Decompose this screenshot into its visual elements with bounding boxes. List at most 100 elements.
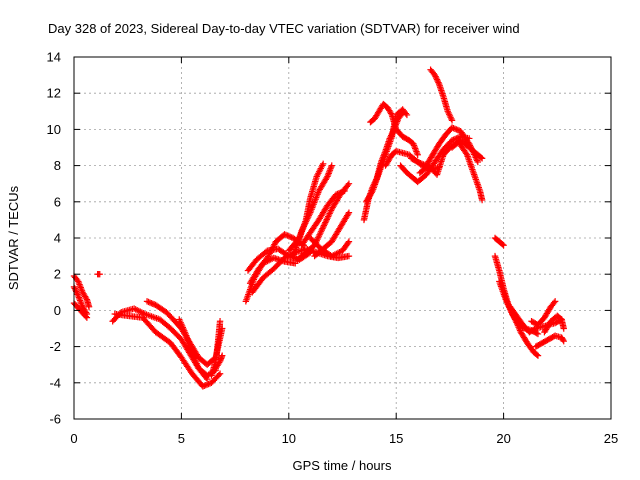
data-point (450, 124, 457, 132)
chart-title: Day 328 of 2023, Sidereal Day-to-day VTE… (48, 21, 520, 36)
series-arc-h (176, 316, 211, 383)
data-point (318, 226, 325, 234)
y-tick-label: 0 (54, 303, 61, 318)
data-point (450, 136, 457, 143)
data-point (148, 299, 155, 307)
series-arc-d (94, 271, 103, 278)
data-point (281, 231, 288, 238)
data-point (446, 112, 454, 120)
y-axis-label: SDTVAR / TECUs (6, 185, 21, 290)
data-point (300, 223, 308, 230)
series-arc-ab (427, 66, 456, 124)
data-point (199, 383, 207, 390)
x-tick-label: 10 (282, 431, 296, 446)
data-point (203, 375, 211, 383)
x-tick-label: 20 (496, 431, 510, 446)
data-point (317, 228, 325, 235)
data-point (323, 216, 330, 223)
series-arc-ae (491, 252, 542, 359)
data-point (143, 298, 151, 305)
data-point (299, 226, 306, 233)
data-point (551, 298, 559, 305)
data-point (414, 151, 421, 158)
data-point (560, 325, 567, 332)
data-point (323, 174, 330, 182)
x-tick-label: 25 (604, 431, 618, 446)
data-point (216, 370, 224, 377)
data-point (304, 215, 311, 222)
data-point (415, 159, 423, 166)
y-tick-label: -2 (49, 339, 61, 354)
data-point (202, 374, 210, 382)
data-point (335, 190, 343, 197)
data-point (417, 159, 424, 167)
series-arc-ac (448, 137, 486, 162)
data-point (432, 73, 439, 80)
data-point (474, 158, 482, 166)
data-point (298, 227, 305, 234)
data-point (216, 318, 224, 325)
x-axis-label: GPS time / hours (293, 458, 392, 473)
data-series (70, 66, 567, 390)
data-point (478, 155, 486, 162)
data-point (205, 380, 212, 388)
data-point (299, 224, 307, 231)
data-point (560, 337, 567, 345)
series-arc-p (289, 162, 335, 260)
data-point (534, 352, 542, 359)
data-point (403, 111, 411, 119)
data-point (433, 76, 441, 83)
data-point (316, 231, 323, 238)
data-point (345, 252, 353, 260)
data-point (550, 299, 558, 306)
y-tick-label: 10 (47, 122, 61, 137)
data-point (315, 232, 323, 240)
data-point (96, 271, 103, 278)
data-point (534, 330, 542, 338)
data-point (447, 114, 454, 121)
data-point (71, 285, 78, 292)
data-point (448, 137, 456, 144)
data-point (345, 180, 353, 187)
series-arc-ad (491, 234, 507, 249)
data-point (314, 234, 322, 241)
data-point (145, 298, 152, 306)
data-point (82, 294, 90, 302)
data-point (284, 232, 291, 239)
data-point (215, 371, 223, 379)
data-point (320, 222, 328, 229)
data-point (451, 125, 459, 132)
data-point (305, 212, 313, 219)
data-point (146, 299, 154, 306)
data-point (317, 229, 324, 237)
series-arc-i (208, 318, 224, 379)
x-tick-label: 5 (178, 431, 185, 446)
data-point (448, 124, 456, 131)
axis-ticks: 0 5 10 15 20 25 -6 -4 -2 0 2 4 6 8 10 12 14 (47, 50, 619, 447)
data-point (340, 188, 347, 195)
data-point (282, 231, 290, 239)
y-tick-label: -4 (49, 375, 61, 390)
data-point (302, 218, 310, 225)
data-point (319, 225, 326, 232)
data-point (402, 110, 410, 117)
data-point (433, 74, 440, 82)
data-point (338, 188, 345, 196)
data-point (454, 126, 461, 134)
data-point (301, 221, 308, 228)
data-point (414, 158, 421, 166)
series-arc-j (212, 352, 226, 372)
y-tick-label: 4 (54, 231, 61, 246)
data-point (444, 108, 451, 115)
data-point (216, 359, 223, 366)
series-arc-s (311, 209, 353, 260)
data-point (85, 303, 93, 310)
data-point (219, 352, 226, 359)
data-point (287, 233, 294, 240)
data-point (72, 286, 79, 294)
data-point (328, 162, 335, 169)
data-point (531, 326, 538, 333)
data-point (285, 232, 292, 240)
data-point (82, 313, 90, 320)
